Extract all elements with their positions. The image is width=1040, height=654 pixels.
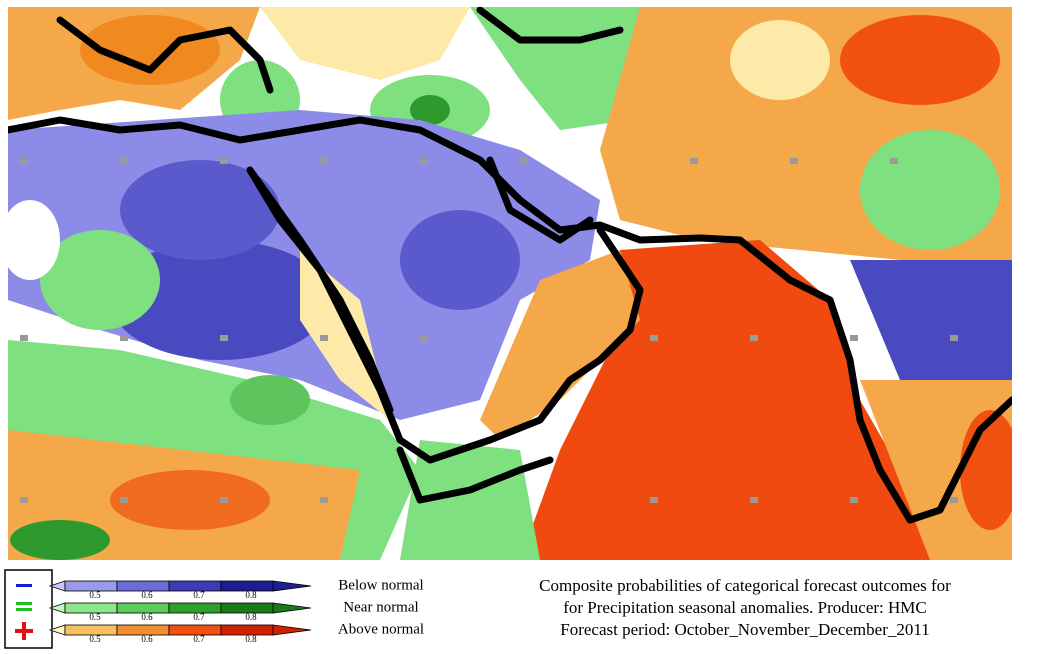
caption-line: for Precipitation seasonal anomalies. Pr… bbox=[563, 598, 927, 617]
colorbar-tip bbox=[272, 602, 312, 614]
colorbar-tick-label: 0.8 bbox=[245, 612, 257, 622]
colorbar-tick-label: 0.5 bbox=[89, 612, 101, 622]
legend-label: Above normal bbox=[338, 621, 424, 637]
caption: Composite probabilities of categorical f… bbox=[539, 576, 951, 639]
colorbar-tick-label: 0.6 bbox=[141, 590, 153, 600]
forecast-map bbox=[8, 7, 1012, 560]
colorbar-tick-label: 0.7 bbox=[193, 590, 205, 600]
colorbar-tick-label: 0.8 bbox=[245, 634, 257, 644]
colorbar-tick-label: 0.7 bbox=[193, 634, 205, 644]
legend-label: Near normal bbox=[343, 599, 418, 615]
colorbar-tick-label: 0.5 bbox=[89, 590, 101, 600]
colorbar-tick-label: 0.7 bbox=[193, 612, 205, 622]
plus-symbol bbox=[22, 622, 26, 640]
legend: 0.5 0.6 0.7 0.8 Below normal 0.5 0.6 0.7 0.8 Near… bbox=[48, 577, 424, 644]
caption-line: Composite probabilities of categorical f… bbox=[539, 576, 951, 595]
minus-symbol bbox=[16, 584, 32, 587]
caption-line: Forecast period: October_November_Decemb… bbox=[560, 620, 929, 639]
colorbar-tick-label: 0.6 bbox=[141, 634, 153, 644]
equal-symbol bbox=[16, 602, 32, 605]
legend-label: Below normal bbox=[338, 577, 423, 593]
colorbar-tip bbox=[272, 580, 312, 592]
colorbar-tip bbox=[272, 624, 312, 636]
colorbar-tick-label: 0.6 bbox=[141, 612, 153, 622]
colorbar-tick-label: 0.5 bbox=[89, 634, 101, 644]
equal-symbol bbox=[16, 608, 32, 611]
colorbar-tick-label: 0.8 bbox=[245, 590, 257, 600]
